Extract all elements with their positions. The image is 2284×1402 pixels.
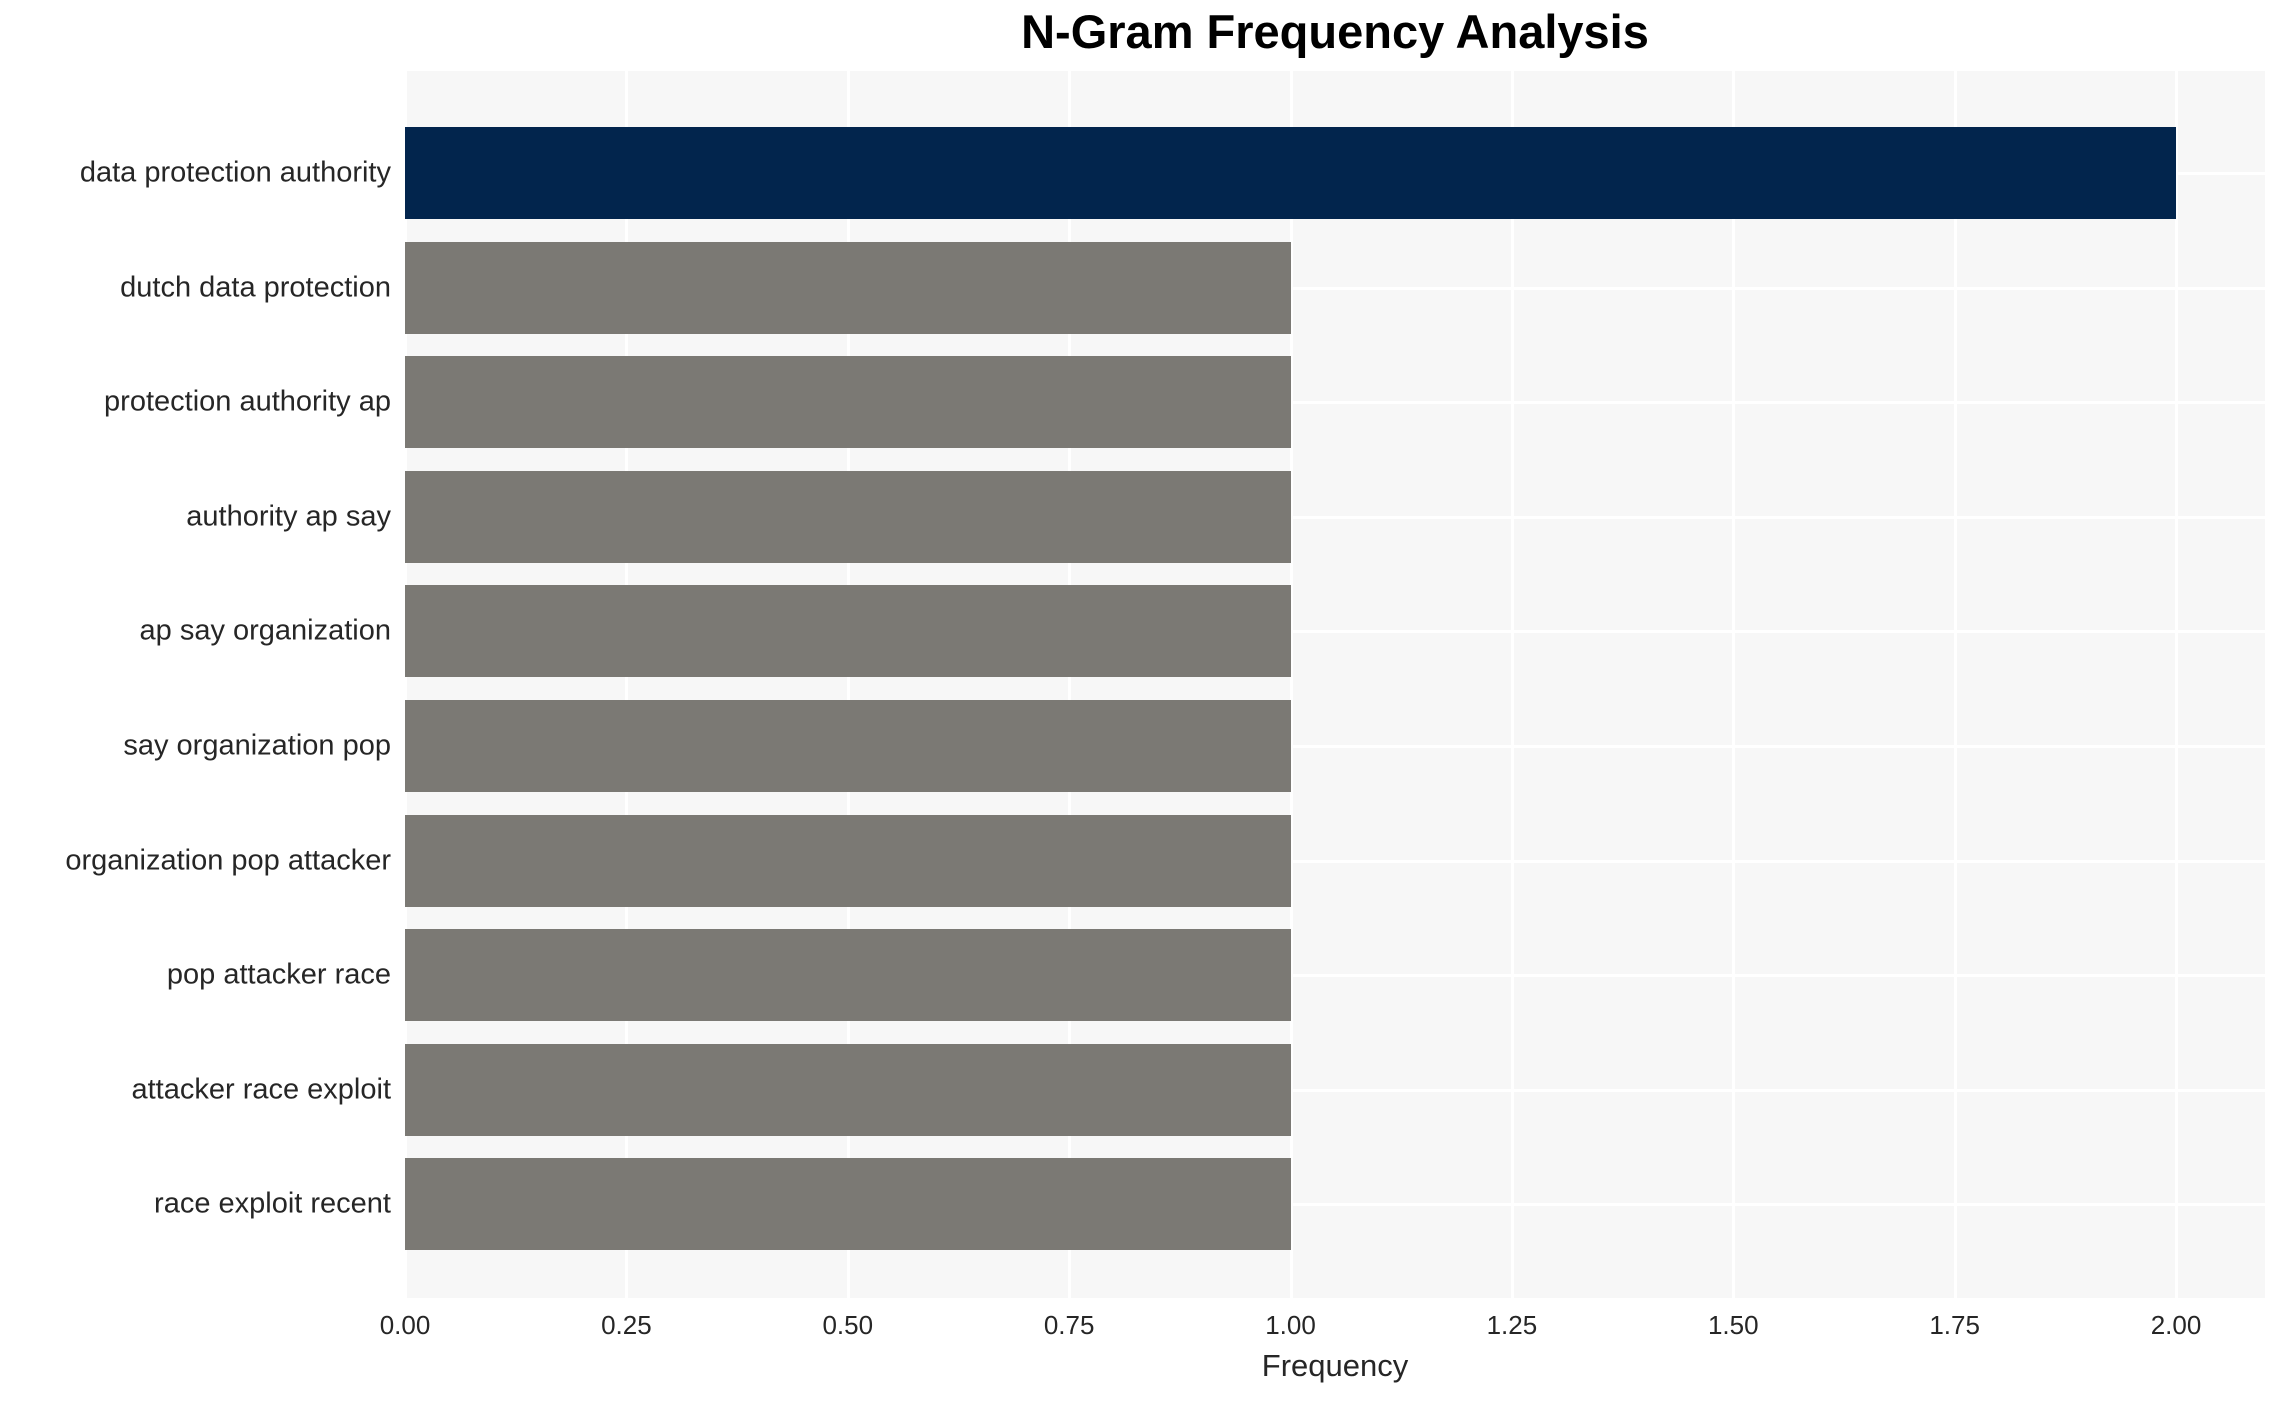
chart-title: N-Gram Frequency Analysis <box>1021 5 1649 58</box>
x-tick-label: 1.25 <box>1486 1310 1538 1340</box>
gridline-horizontal <box>405 745 2265 748</box>
y-tick-label: say organization pop <box>123 729 391 762</box>
y-tick-label: attacker race exploit <box>131 1073 391 1106</box>
x-tick-label: 0.50 <box>822 1310 874 1340</box>
gridline-vertical <box>1068 71 1072 1298</box>
y-tick-label: data protection authority <box>79 156 391 189</box>
y-tick-label: race exploit recent <box>154 1187 391 1220</box>
gridline-vertical <box>1732 71 1736 1298</box>
x-tick-label: 1.00 <box>1265 1310 1316 1340</box>
gridline-horizontal <box>405 401 2265 405</box>
y-axis-labels: data protection authority dutch data prot… <box>0 71 391 1298</box>
bar-8 <box>405 1043 1291 1136</box>
bar-4 <box>405 585 1291 678</box>
gridline-horizontal <box>405 859 2265 863</box>
gridline-vertical <box>846 71 850 1298</box>
bar-5 <box>405 700 1291 792</box>
bar-1 <box>405 241 1291 334</box>
bar-9 <box>405 1158 1291 1251</box>
x-tick-label: 0.00 <box>379 1310 431 1340</box>
bar-7 <box>405 929 1291 1022</box>
y-tick-label: authority ap say <box>186 500 391 533</box>
x-tick-label: 0.75 <box>1043 1310 1095 1340</box>
bar-3 <box>405 470 1291 563</box>
gridline-vertical <box>1953 71 1957 1298</box>
x-tick-label: 0.25 <box>601 1310 652 1340</box>
gridline-vertical <box>1510 71 1514 1298</box>
plot-area <box>404 71 2265 1298</box>
y-tick-label: protection authority ap <box>104 385 391 418</box>
bar-6 <box>405 814 1291 907</box>
x-tick-label: 1.50 <box>1707 1310 1759 1340</box>
bar-0 <box>405 127 2176 219</box>
gridline-vertical <box>625 71 629 1298</box>
gridline-vertical <box>404 71 407 1298</box>
gridline-horizontal <box>405 1088 2265 1092</box>
x-axis-title: Frequency <box>1261 1348 1409 1383</box>
y-tick-label: pop attacker race <box>166 958 391 991</box>
y-tick-label: ap say organization <box>139 614 392 647</box>
gridline-horizontal <box>405 1203 2265 1207</box>
bar-2 <box>405 356 1291 449</box>
gridline-horizontal <box>405 286 2265 290</box>
x-tick-label: 1.75 <box>1929 1310 1980 1340</box>
gridline-vertical <box>2175 71 2178 1298</box>
y-tick-label: organization pop attacker <box>65 844 391 877</box>
gridline-horizontal <box>405 974 2265 978</box>
y-tick-label: dutch data protection <box>120 271 391 304</box>
gridline-vertical <box>1289 71 1293 1298</box>
gridline-horizontal <box>405 630 2265 634</box>
x-axis-ticks: 0.00 0.25 0.50 0.75 1.00 1.25 1.50 1.75 2.00 <box>380 1298 2265 1344</box>
x-tick-label: 2.00 <box>2150 1310 2202 1340</box>
gridline-horizontal <box>405 515 2265 519</box>
